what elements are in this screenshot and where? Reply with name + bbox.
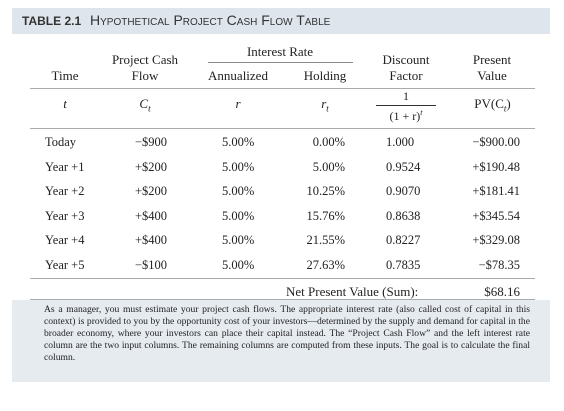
- cell: 5.00%: [222, 135, 255, 149]
- title-band: [12, 8, 550, 34]
- caption: As a manager, you must estimate your pro…: [44, 304, 530, 363]
- cell: 0.9524: [386, 159, 421, 174]
- column-header: Project Cash Flow: [111, 52, 179, 83]
- cell: 0.8638: [386, 208, 421, 223]
- column-header: Holding: [303, 68, 347, 83]
- row-label: Year +2: [45, 184, 85, 199]
- row-label: Year +5: [45, 258, 85, 272]
- symbol: r: [235, 96, 241, 111]
- bottom-rule: [30, 299, 535, 300]
- row-label: Year +4: [45, 233, 85, 248]
- exponent: t: [420, 108, 423, 117]
- symbol-close: ): [506, 96, 511, 111]
- row-label: Today: [45, 135, 77, 149]
- symbol-sub: t: [503, 103, 507, 114]
- cell: −$78.35: [478, 258, 520, 272]
- cell: 27.63%: [306, 258, 345, 272]
- symbol: rt: [285, 96, 365, 114]
- cell: 0.8227: [386, 233, 421, 248]
- group-rule: [208, 62, 353, 63]
- total-rule: [30, 278, 535, 279]
- symbol-sub: t: [148, 103, 151, 114]
- cell: +$400: [134, 233, 167, 248]
- cell: +$400: [134, 208, 167, 223]
- column-header: Annualized: [208, 68, 268, 83]
- cell: 0.9070: [386, 184, 421, 199]
- column-header: Time: [51, 68, 79, 83]
- denominator: (1 + r): [389, 109, 421, 123]
- cell: +$181.41: [472, 184, 520, 199]
- cell: 10.25%: [306, 184, 345, 199]
- cell: 5.00%: [222, 159, 255, 174]
- cell: −$900.00: [472, 135, 520, 149]
- cell: +$345.54: [472, 208, 520, 223]
- cell: 5.00%: [222, 208, 255, 223]
- denominator-wrap: (1 + r)t: [376, 105, 436, 124]
- cell: 5.00%: [222, 258, 255, 272]
- table-title: Hypothetical Project Cash Flow Table: [90, 12, 331, 28]
- cell: 0.7835: [386, 258, 421, 272]
- total-value: $68.16: [484, 284, 520, 299]
- cell: 15.76%: [306, 208, 345, 223]
- cell: 5.00%: [312, 159, 345, 174]
- cell: −$100: [134, 258, 167, 272]
- caption-box: [12, 300, 550, 382]
- cell: +$200: [134, 184, 167, 199]
- symbol-main: PV(C: [474, 96, 504, 111]
- header-rule: [30, 88, 535, 89]
- cell: −$900: [134, 135, 167, 149]
- symbol: t: [63, 96, 67, 111]
- symbol-sub: t: [326, 103, 329, 114]
- cell: +$329.08: [472, 233, 520, 248]
- cell: 5.00%: [222, 233, 255, 248]
- cell: 5.00%: [222, 184, 255, 199]
- symbol-rule: [30, 128, 535, 129]
- numerator: 1: [403, 89, 409, 103]
- group-header: Interest Rate: [246, 44, 314, 59]
- cell: 1.000: [386, 135, 415, 149]
- symbol-main: C: [139, 96, 149, 111]
- symbol: Ct: [110, 96, 180, 114]
- symbol-main: r: [321, 96, 327, 111]
- cell: +$200: [134, 159, 167, 174]
- row-label: Year +1: [45, 159, 85, 174]
- cell: +$190.48: [472, 159, 520, 174]
- column-header: Discount Factor: [382, 52, 430, 83]
- table-label: TABLE 2.1: [22, 14, 82, 28]
- column-header: Present Value: [472, 52, 512, 83]
- symbol: PV(Ct): [455, 96, 530, 114]
- fraction: 1 (1 + r)t: [370, 89, 442, 124]
- cell: 21.55%: [306, 233, 345, 248]
- cell: 0.00%: [312, 135, 345, 149]
- total-label: Net Present Value (Sum):: [286, 284, 419, 299]
- row-label: Year +3: [45, 208, 85, 223]
